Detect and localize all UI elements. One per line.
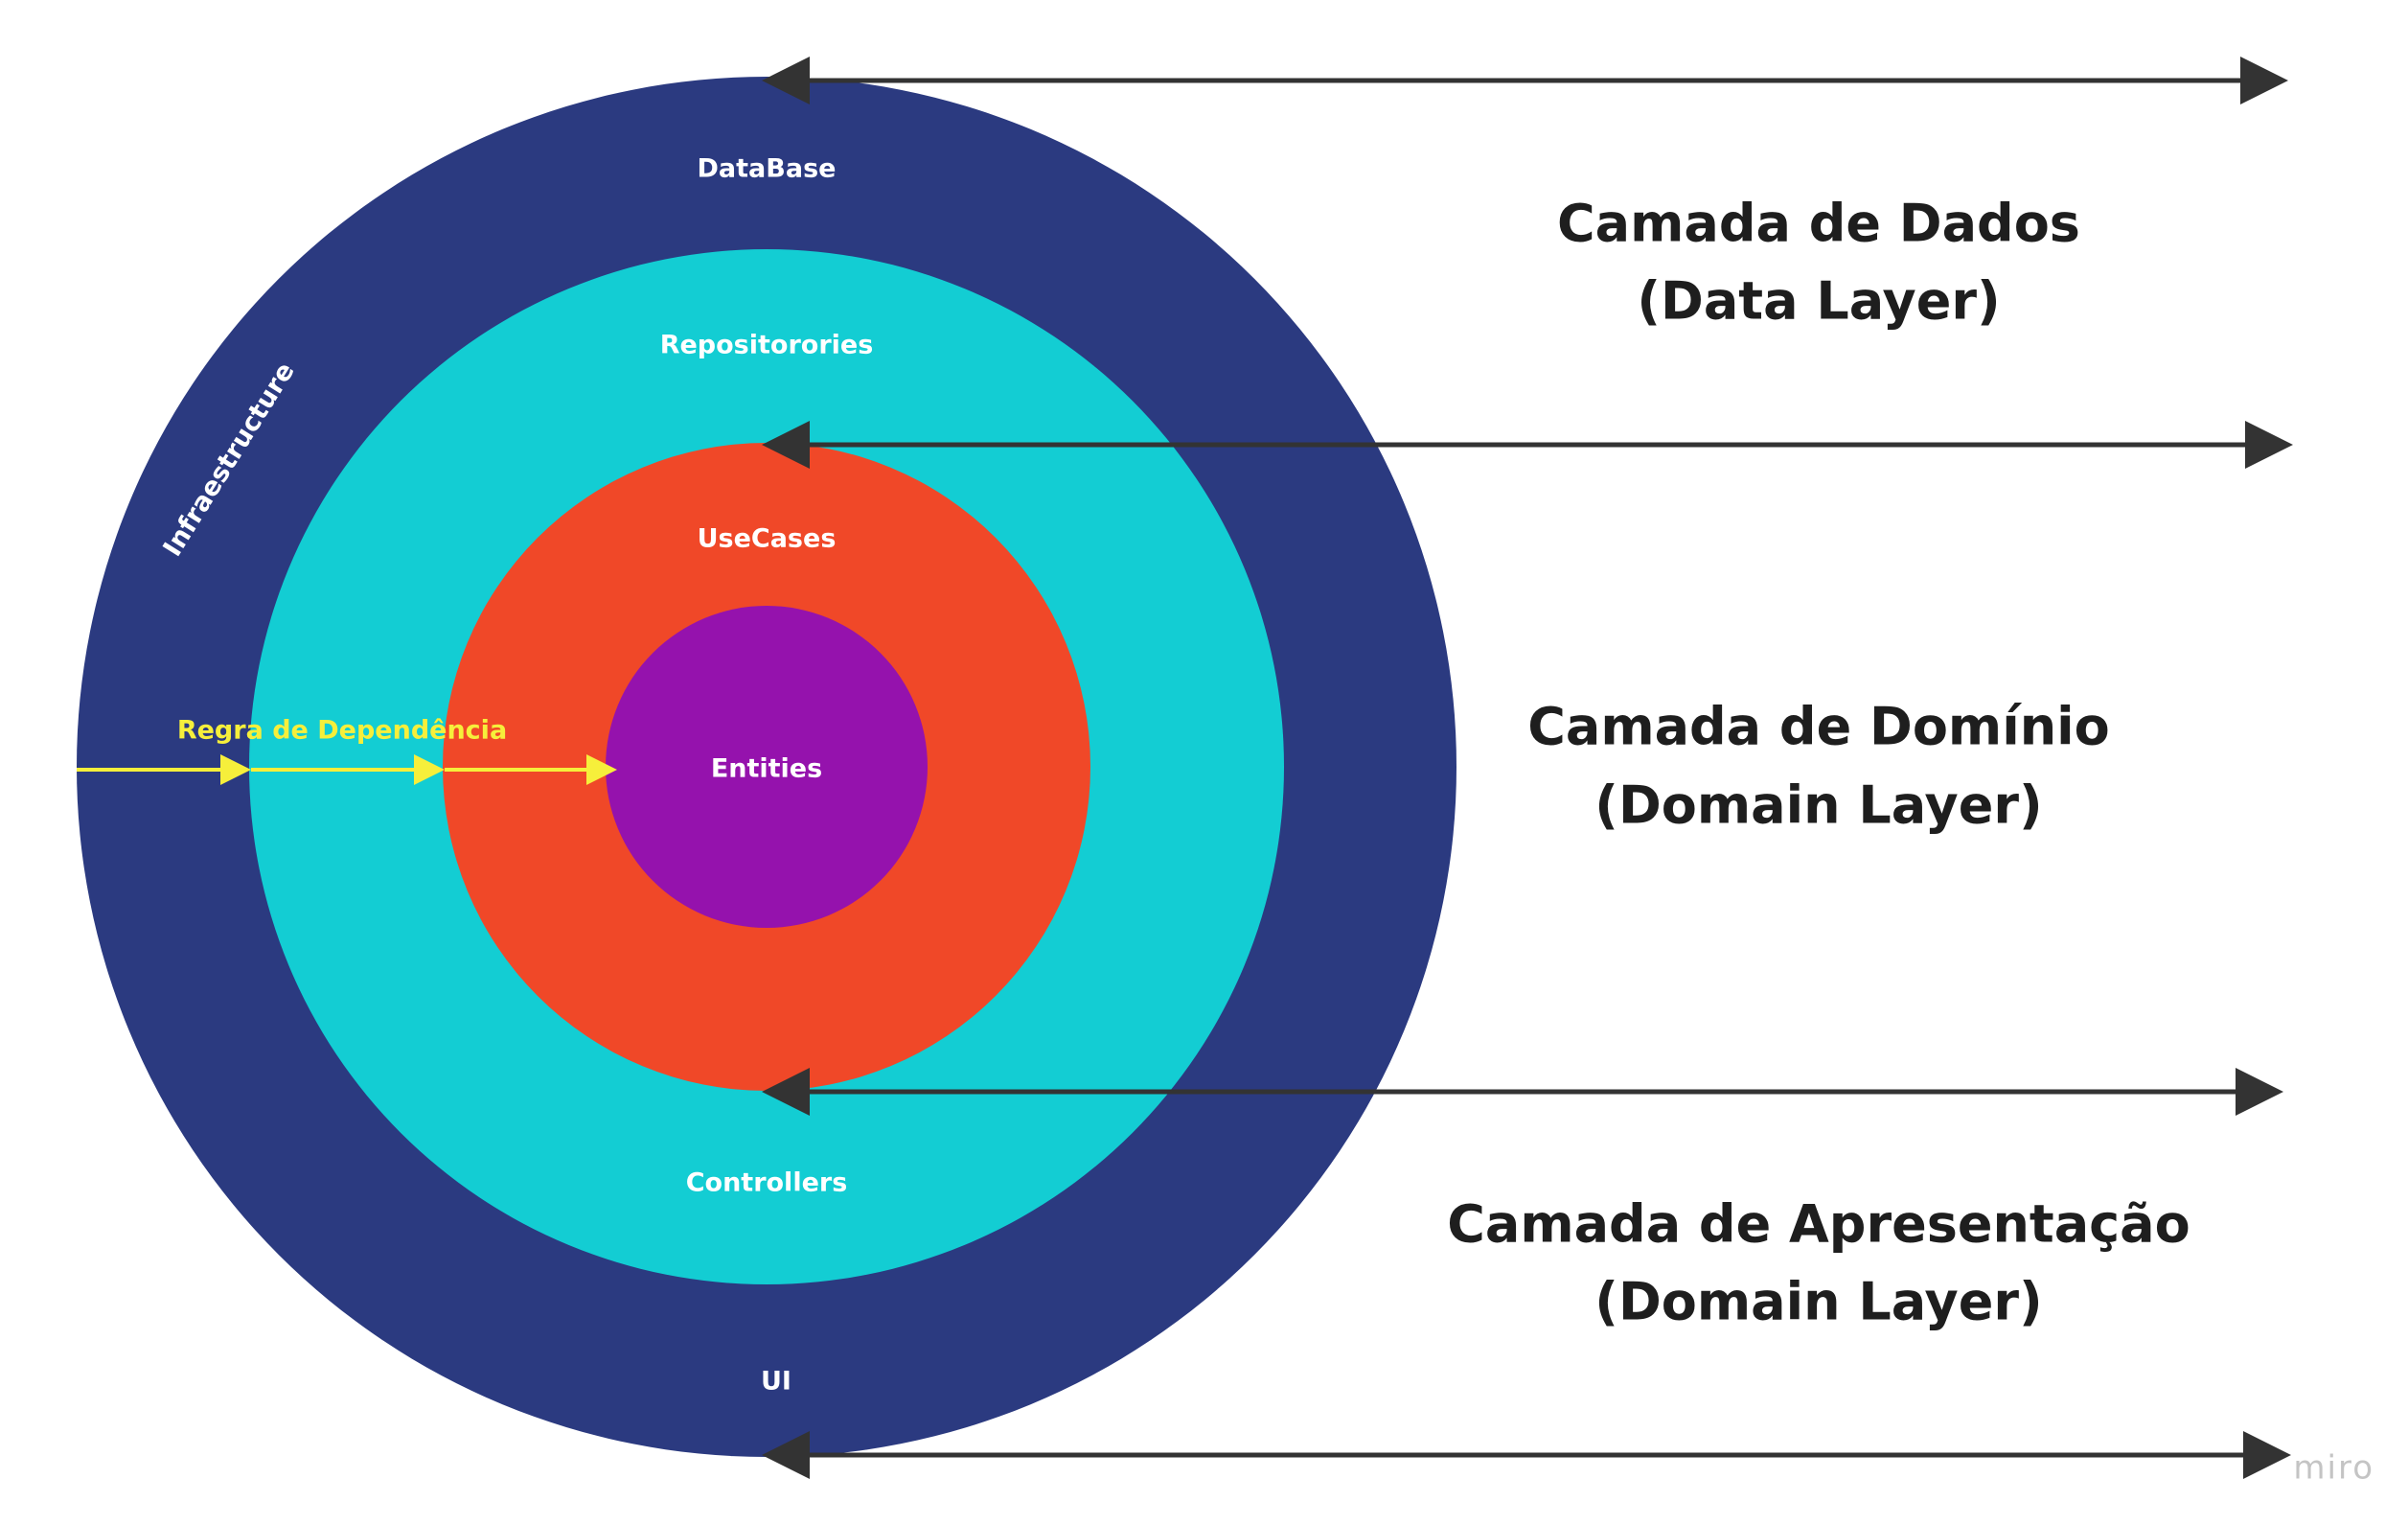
database-label: DataBase [698, 154, 837, 184]
domain-layer-name: Camada de Domínio [1527, 697, 2110, 757]
data-layer-subtitle: (Data Layer) [1637, 271, 2000, 332]
presentation-layer-name: Camada de Apresentação [1447, 1194, 2190, 1255]
presentation-layer-title: Camada de Apresentação (Domain Layer) [1447, 1194, 2190, 1332]
domain-layer-title: Camada de Domínio (Domain Layer) [1527, 697, 2110, 836]
miro-logo: miro [2293, 1449, 2374, 1488]
layer-boundaries [762, 57, 2293, 1479]
dependency-rule-label: Regra de Dependência [177, 716, 507, 746]
presentation-layer-subtitle: (Domain Layer) [1594, 1272, 2042, 1332]
entities-core [606, 606, 928, 928]
usecases-label: UseCases [698, 524, 837, 554]
entities-label: Entities [711, 754, 822, 784]
domain-layer-subtitle: (Domain Layer) [1594, 775, 2042, 836]
repositories-label: Repositorories [660, 331, 874, 360]
controllers-label: Controllers [686, 1168, 848, 1198]
data-layer-name: Camada de Dados [1557, 194, 2080, 254]
ui-label: UI [761, 1367, 791, 1397]
data-layer-title: Camada de Dados (Data Layer) [1557, 194, 2080, 332]
